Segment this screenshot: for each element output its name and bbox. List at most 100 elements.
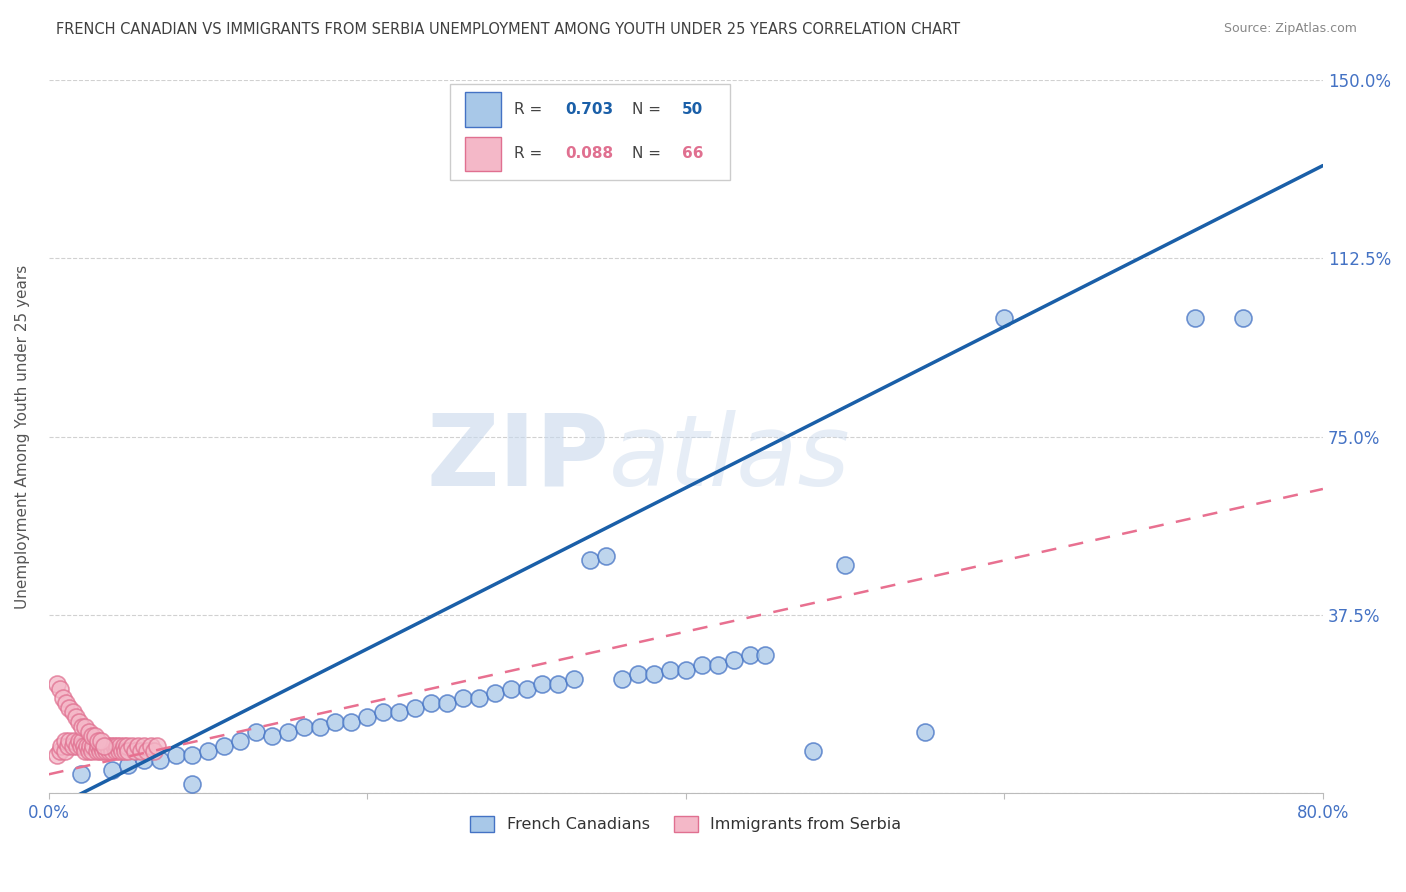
Point — [579, 553, 602, 567]
Point — [340, 714, 363, 729]
Point — [67, 734, 90, 748]
Point — [77, 743, 100, 757]
Point — [723, 653, 745, 667]
Text: Source: ZipAtlas.com: Source: ZipAtlas.com — [1223, 22, 1357, 36]
Point — [134, 739, 156, 753]
Point — [79, 739, 101, 753]
Y-axis label: Unemployment Among Youth under 25 years: Unemployment Among Youth under 25 years — [15, 265, 30, 608]
Point — [562, 672, 585, 686]
Point — [245, 724, 267, 739]
Point — [87, 739, 110, 753]
Point — [84, 729, 107, 743]
Point — [643, 667, 665, 681]
Text: R =: R = — [513, 102, 547, 117]
Point — [993, 310, 1015, 325]
Point — [104, 743, 127, 757]
Point — [108, 743, 131, 757]
Point — [292, 720, 315, 734]
Point — [136, 743, 159, 757]
Text: ZIP: ZIP — [426, 409, 609, 507]
Point — [101, 743, 124, 757]
Point — [121, 739, 143, 753]
Point — [53, 734, 76, 748]
Point — [197, 743, 219, 757]
Point — [1232, 310, 1254, 325]
Point — [58, 700, 80, 714]
Point — [531, 677, 554, 691]
Text: atlas: atlas — [609, 409, 851, 507]
Text: 50: 50 — [682, 102, 703, 117]
Point — [90, 734, 112, 748]
Point — [111, 743, 134, 757]
Point — [69, 767, 91, 781]
FancyBboxPatch shape — [465, 136, 501, 171]
Text: 0.088: 0.088 — [565, 146, 613, 161]
Point — [388, 706, 411, 720]
Point — [114, 743, 136, 757]
Point — [82, 739, 104, 753]
Point — [76, 739, 98, 753]
Point — [86, 743, 108, 757]
Point — [91, 743, 114, 757]
Point — [547, 677, 569, 691]
Point — [69, 739, 91, 753]
Point — [420, 696, 443, 710]
Point — [675, 663, 697, 677]
Point — [97, 739, 120, 753]
FancyBboxPatch shape — [450, 84, 730, 180]
Point — [63, 734, 86, 748]
Point — [77, 724, 100, 739]
Point — [484, 686, 506, 700]
Point — [801, 743, 824, 757]
Point — [124, 743, 146, 757]
Point — [45, 677, 67, 691]
Point — [325, 714, 347, 729]
Point — [53, 743, 76, 757]
Point — [142, 743, 165, 757]
Text: N =: N = — [633, 146, 666, 161]
Point — [105, 739, 128, 753]
Point — [229, 734, 252, 748]
Point — [738, 648, 761, 663]
Point — [56, 739, 79, 753]
Point — [89, 743, 111, 757]
Point — [436, 696, 458, 710]
Point — [112, 739, 135, 753]
Point — [66, 739, 89, 753]
Point — [212, 739, 235, 753]
Point — [115, 739, 138, 753]
Point — [260, 729, 283, 743]
Point — [146, 739, 169, 753]
Point — [516, 681, 538, 696]
Point — [373, 706, 395, 720]
Point — [51, 739, 73, 753]
Point — [1184, 310, 1206, 325]
Point — [610, 672, 633, 686]
Point — [45, 748, 67, 763]
Point — [451, 691, 474, 706]
Text: N =: N = — [633, 102, 666, 117]
Point — [914, 724, 936, 739]
Point — [129, 743, 152, 757]
Point — [139, 739, 162, 753]
Point — [834, 558, 856, 572]
Point — [55, 696, 77, 710]
Text: 66: 66 — [682, 146, 703, 161]
Point — [308, 720, 330, 734]
Legend: French Canadians, Immigrants from Serbia: French Canadians, Immigrants from Serbia — [464, 810, 908, 838]
Point — [595, 549, 617, 563]
Point — [73, 739, 96, 753]
Point — [181, 777, 204, 791]
Text: FRENCH CANADIAN VS IMMIGRANTS FROM SERBIA UNEMPLOYMENT AMONG YOUTH UNDER 25 YEAR: FRENCH CANADIAN VS IMMIGRANTS FROM SERBI… — [56, 22, 960, 37]
Text: 0.703: 0.703 — [565, 102, 613, 117]
Point — [404, 700, 426, 714]
Point — [93, 739, 115, 753]
Point — [101, 763, 124, 777]
Point — [690, 657, 713, 672]
Point — [62, 706, 84, 720]
Point — [117, 743, 139, 757]
Point — [117, 757, 139, 772]
Text: R =: R = — [513, 146, 547, 161]
Point — [658, 663, 681, 677]
Point — [149, 753, 172, 767]
